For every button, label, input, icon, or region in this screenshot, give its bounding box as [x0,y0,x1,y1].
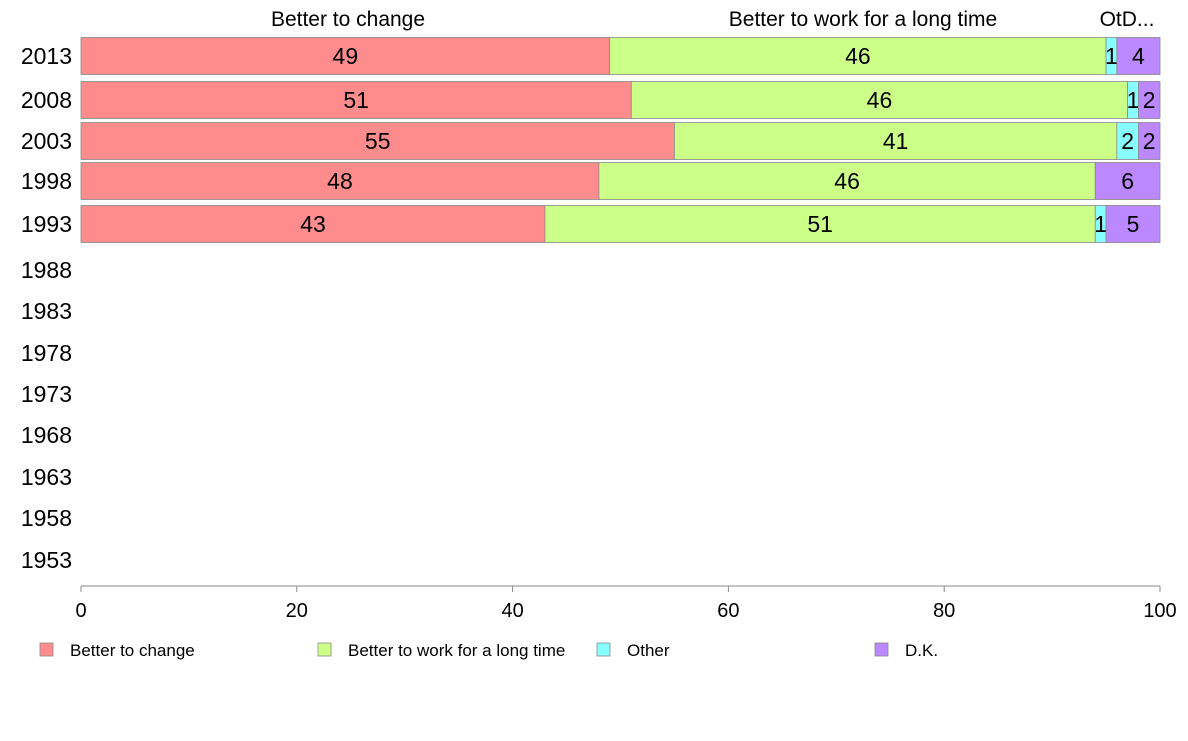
data-label: 51 [807,211,833,237]
bar-row: 48 46 6 [80,162,1161,200]
data-label: 2 [1121,128,1134,154]
year-labels: 2013 2008 2003 1998 1993 1988 1983 1978 1973 1968… [21,43,72,573]
bar-segment [1094,162,1161,200]
data-label: 46 [834,168,860,194]
bar-row: 49 46 1 4 [80,37,1161,75]
data-label: 1 [1127,87,1140,113]
data-label: 1 [1094,211,1107,237]
data-label: 2 [1143,87,1156,113]
data-label: 41 [883,128,909,154]
year-label: 1953 [21,547,72,573]
bars: 49 46 1 451 46 1 255 41 2 248 46 643 51 1 5 [80,37,1161,243]
data-label: 55 [365,128,391,154]
x-tick-label: 40 [501,600,523,622]
legend-swatch [596,642,611,657]
year-label: 1998 [21,168,72,194]
data-label: 43 [300,211,326,237]
year-label: 1973 [21,381,72,407]
bar-segment [630,81,1129,119]
year-label: 2003 [21,128,72,154]
data-label: 46 [845,43,871,69]
legend-swatch [39,642,54,657]
column-header: OtD... [1100,8,1155,31]
x-tick-label: 100 [1143,600,1176,622]
year-label: 1978 [21,340,72,366]
year-label: 1958 [21,505,72,531]
year-label: 1968 [21,422,72,448]
bar-segment [1105,205,1161,243]
year-label: 1963 [21,464,72,490]
legend-item: Better to work for a long time [317,641,565,660]
bar-segment [674,122,1118,160]
data-label: 4 [1132,43,1145,69]
data-label: 1 [1105,43,1118,69]
column-header: Better to work for a long time [729,8,997,31]
data-label: 49 [333,43,359,69]
x-tick-label: 80 [933,600,955,622]
x-axis: 0 20 40 60 80 100 [75,585,1177,622]
bar-segment [80,37,611,75]
bar-segment [544,205,1096,243]
bar-segment [80,162,600,200]
bar-segment [1138,81,1161,119]
year-label: 2013 [21,43,72,69]
year-label: 1983 [21,298,72,324]
legend-item: Other [596,641,670,660]
legend-label: Other [627,641,670,660]
legend-swatch [874,642,889,657]
bar-row: 51 46 1 2 [80,81,1161,119]
data-label: 6 [1121,168,1134,194]
data-label: 48 [327,168,353,194]
x-tick-label: 20 [286,600,308,622]
bar-row: 55 41 2 2 [80,122,1161,160]
year-label: 1988 [21,257,72,283]
x-tick-label: 0 [75,600,86,622]
bar-segment [609,37,1107,75]
column-header: Better to change [271,8,425,31]
bar-row: 43 51 1 5 [80,205,1161,243]
legend: Better to change Better to work for a lon… [39,641,938,660]
data-label: 51 [343,87,369,113]
legend-label: Better to change [70,641,195,660]
data-label: 2 [1143,128,1156,154]
data-label: 5 [1127,211,1140,237]
bar-segment [80,205,546,243]
legend-swatch [317,642,332,657]
bar-segment [1116,37,1161,75]
bar-segment [1138,122,1161,160]
legend-item: D.K. [874,641,938,660]
column-headers: Better to change Better to work for a lon… [271,8,1154,31]
legend-item: Better to change [39,641,195,660]
year-label: 2008 [21,87,72,113]
year-label: 1993 [21,211,72,237]
legend-label: Better to work for a long time [348,641,565,660]
legend-label: D.K. [905,641,938,660]
data-label: 46 [867,87,893,113]
x-tick-label: 60 [717,600,739,622]
bar-segment [80,122,675,160]
